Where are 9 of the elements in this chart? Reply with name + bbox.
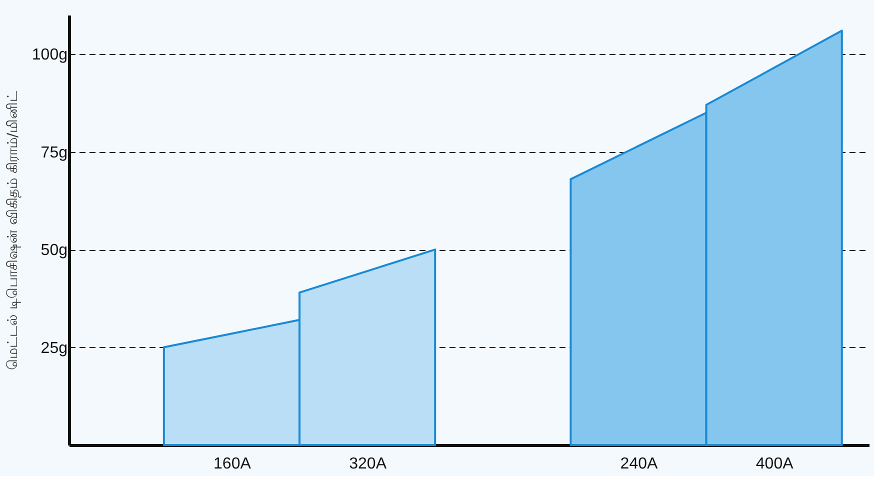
x-tick-label: 320A [349, 456, 387, 472]
x-tick-label: 240A [620, 456, 658, 472]
x-tick-label: 400A [756, 456, 794, 472]
y-tick-label: 75g [40, 144, 68, 162]
y-axis-title: மெட்டல் டிபொசிஷன் விகிதம் கிராம்/மினிட் [4, 90, 21, 370]
y-tick-label: 50g [40, 242, 68, 260]
y-tick-label: 100g [32, 46, 68, 64]
x-tick-label: 160A [214, 456, 252, 472]
y-tick-label: 25g [40, 340, 68, 357]
